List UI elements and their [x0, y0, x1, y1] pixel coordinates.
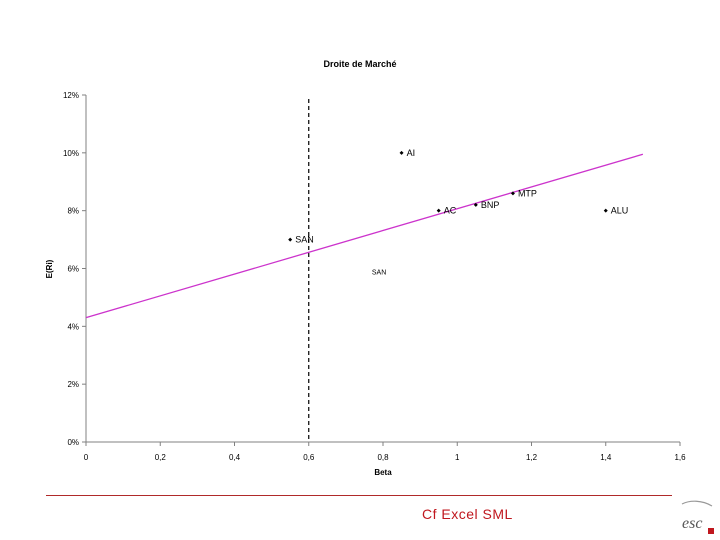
data-point-ai [399, 150, 404, 155]
y-tick-label: 10% [63, 149, 79, 158]
x-tick-label: 1,4 [600, 453, 612, 462]
data-label-san: SAN [295, 235, 314, 245]
data-label-ai: AI [407, 148, 416, 158]
y-tick-label: 8% [67, 207, 79, 216]
data-point-san [288, 237, 293, 242]
y-axis-label: E(Ri) [45, 259, 54, 278]
esc-logo: esc [681, 500, 714, 534]
x-tick-label: 0,6 [303, 453, 315, 462]
svg-text:esc: esc [682, 515, 702, 532]
x-tick-label: 1 [455, 453, 460, 462]
y-tick-label: 0% [67, 438, 79, 447]
y-tick-label: 12% [63, 91, 79, 100]
x-tick-label: 0,4 [229, 453, 241, 462]
footer-divider [46, 495, 672, 496]
x-tick-label: 1,6 [674, 453, 686, 462]
chart-axes: 0% 2% 4% 6% 8% 10% 12% 0 0,2 0,4 0,6 0,8 1 1,2 1,4 1,6 [63, 91, 686, 462]
data-label-mtp: MTP [518, 188, 537, 198]
data-point-alu [603, 208, 608, 213]
x-axis-label: Beta [374, 468, 392, 477]
data-point-mtp [510, 191, 515, 196]
footer-link-text[interactable]: Cf Excel SML [422, 506, 513, 522]
x-tick-label: 1,2 [526, 453, 538, 462]
data-label-ac: AC [444, 206, 457, 216]
chart-title: Droite de Marché [323, 59, 396, 69]
data-label-alu: ALU [611, 206, 629, 216]
x-tick-label: 0,2 [155, 453, 167, 462]
sml-line [85, 153, 644, 319]
x-tick-label: 0 [84, 453, 89, 462]
x-tick-label: 0,8 [377, 453, 389, 462]
data-point-bnp [473, 202, 478, 207]
y-tick-label: 2% [67, 380, 79, 389]
san-annotation: SAN [372, 269, 386, 276]
data-point-ac [436, 208, 441, 213]
y-tick-label: 4% [67, 322, 79, 331]
y-tick-label: 6% [67, 265, 79, 274]
chart-marks: AI AC BNP MTP ALU SAN SAN [85, 99, 644, 442]
data-label-bnp: BNP [481, 200, 500, 210]
